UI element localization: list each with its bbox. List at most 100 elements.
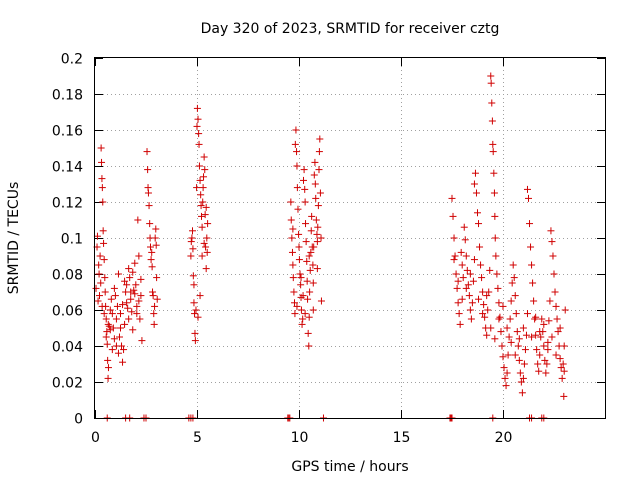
data-point: [540, 342, 548, 350]
x-tick-label: 20: [495, 430, 513, 446]
data-point: [297, 274, 305, 282]
data-point: [519, 324, 527, 332]
data-point: [544, 338, 552, 346]
data-point: [295, 256, 303, 264]
data-point: [460, 223, 468, 231]
data-point: [525, 194, 532, 202]
data-point: [137, 275, 145, 283]
data-point: [552, 302, 560, 310]
data-point: [131, 290, 139, 298]
data-point: [558, 374, 566, 382]
data-point: [486, 266, 494, 274]
data-point: [448, 194, 456, 202]
data-point: [299, 292, 307, 300]
data-points: [92, 72, 569, 422]
data-point: [499, 302, 507, 310]
data-point: [197, 202, 205, 210]
data-point: [133, 302, 141, 310]
data-point: [304, 329, 312, 337]
data-point: [459, 274, 467, 282]
data-point: [150, 320, 158, 328]
data-point: [455, 310, 463, 318]
data-point: [484, 306, 492, 314]
data-point: [475, 220, 483, 228]
data-point: [94, 297, 102, 305]
data-point: [510, 274, 518, 282]
data-point: [488, 99, 496, 107]
data-point: [554, 328, 562, 336]
data-point: [479, 288, 487, 296]
data-point: [468, 299, 476, 307]
data-point: [107, 295, 115, 303]
data-point: [490, 189, 498, 197]
data-point: [522, 331, 530, 339]
data-point: [454, 277, 462, 285]
data-point: [487, 79, 495, 87]
data-point: [112, 342, 120, 350]
data-point: [100, 310, 108, 318]
data-point: [529, 279, 537, 287]
data-point: [496, 313, 504, 321]
data-point: [99, 227, 107, 235]
data-point: [475, 295, 483, 303]
data-point: [102, 315, 110, 323]
data-point: [291, 140, 299, 148]
data-point: [192, 306, 200, 314]
data-point: [115, 333, 123, 341]
data-point: [310, 171, 318, 179]
data-point: [560, 367, 568, 375]
data-point: [462, 284, 470, 292]
data-point: [145, 202, 153, 210]
data-point: [152, 241, 160, 249]
data-point: [457, 248, 465, 256]
data-point: [147, 256, 155, 264]
data-point: [547, 227, 555, 235]
data-point: [293, 162, 301, 170]
data-point: [312, 194, 320, 202]
data-point: [528, 333, 536, 341]
data-point: [560, 342, 568, 350]
data-point: [287, 216, 295, 224]
y-tick-label: 0.1: [61, 232, 83, 248]
data-point: [293, 302, 301, 310]
data-point: [492, 252, 500, 260]
data-point: [202, 203, 210, 211]
x-tick-label: 0: [91, 430, 100, 446]
data-point: [110, 284, 118, 292]
data-point: [483, 292, 491, 300]
y-tick-label: 0.2: [61, 52, 83, 68]
data-point: [106, 306, 114, 314]
data-point: [130, 286, 138, 294]
data-point: [148, 263, 156, 271]
data-point: [300, 166, 308, 174]
data-point: [98, 302, 106, 310]
data-point: [297, 281, 305, 289]
data-point: [526, 220, 534, 228]
data-point: [503, 369, 511, 377]
data-point: [302, 238, 310, 246]
data-point: [540, 320, 548, 328]
data-point: [495, 299, 503, 307]
data-point: [95, 292, 103, 300]
data-point: [146, 220, 154, 228]
data-point: [476, 243, 484, 251]
data-point: [501, 374, 509, 382]
data-point: [104, 356, 112, 364]
data-point: [198, 252, 206, 260]
data-point: [289, 225, 297, 233]
data-point: [291, 299, 299, 307]
data-point: [203, 248, 211, 256]
data-point: [474, 209, 481, 217]
data-point: [200, 153, 208, 161]
data-point: [499, 353, 507, 361]
data-point: [96, 252, 104, 260]
data-point: [471, 169, 479, 177]
data-point: [123, 281, 131, 289]
data-point: [467, 315, 475, 323]
data-point: [536, 351, 544, 359]
data-point: [549, 252, 557, 260]
data-point: [103, 340, 111, 348]
data-point: [201, 211, 209, 219]
data-point: [125, 315, 133, 323]
